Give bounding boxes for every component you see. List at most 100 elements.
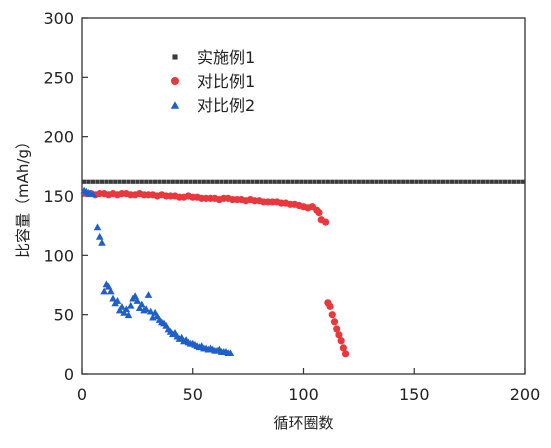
series-2 (82, 190, 350, 358)
data-point (192, 179, 198, 184)
data-point (339, 179, 344, 184)
data-point (139, 179, 144, 184)
data-point (387, 179, 392, 184)
x-tick-label: 0 (77, 385, 87, 404)
legend-label: 对比例1 (197, 72, 255, 91)
data-point (175, 179, 180, 184)
data-point (316, 179, 322, 184)
data-point (365, 179, 370, 184)
data-point (133, 297, 142, 304)
data-point (467, 179, 472, 184)
data-point (432, 179, 437, 184)
data-point (82, 179, 87, 184)
data-point (179, 179, 184, 184)
data-point (170, 179, 175, 184)
x-tick-label: 100 (288, 385, 319, 404)
data-point (122, 305, 131, 313)
data-point (215, 179, 220, 184)
data-point (347, 179, 353, 184)
data-point (335, 331, 343, 339)
data-point (343, 179, 348, 184)
data-point (409, 179, 415, 184)
data-point (507, 179, 512, 184)
legend-marker (172, 54, 178, 60)
data-point (330, 179, 335, 184)
x-tick-label: 50 (183, 385, 203, 404)
data-point (303, 179, 308, 184)
data-point (197, 179, 202, 184)
data-point (126, 301, 135, 309)
data-point (144, 179, 149, 184)
data-point (370, 179, 375, 184)
data-point (144, 291, 153, 298)
data-point (281, 179, 286, 184)
data-point (485, 179, 490, 184)
data-point (126, 179, 131, 184)
data-point (341, 350, 350, 358)
data-point (117, 179, 122, 184)
data-point (326, 302, 334, 310)
data-point (378, 179, 384, 184)
data-point (201, 179, 206, 184)
data-point (263, 179, 268, 184)
data-point (104, 282, 113, 290)
data-point (228, 179, 233, 184)
y-tick-label: 300 (43, 9, 74, 28)
data-point (254, 179, 260, 184)
data-point (115, 306, 124, 314)
data-point (476, 179, 481, 184)
data-point (325, 179, 330, 184)
data-point (333, 325, 341, 333)
series-1 (82, 179, 525, 184)
data-point (99, 179, 105, 184)
data-point (471, 179, 477, 184)
data-point (118, 302, 126, 310)
data-point (153, 179, 158, 184)
legend-label: 对比例2 (197, 96, 255, 115)
data-point (328, 311, 336, 319)
data-point (436, 179, 441, 184)
data-point (206, 179, 211, 184)
data-point (124, 311, 133, 319)
data-point (312, 179, 317, 184)
data-point (445, 179, 450, 184)
data-point (184, 179, 189, 184)
data-point (374, 179, 379, 184)
data-point (449, 179, 454, 184)
data-point (268, 179, 273, 184)
x-tick-label: 150 (399, 385, 430, 404)
data-point (108, 179, 113, 184)
x-axis-title: 循环圈数 (273, 414, 333, 432)
y-tick-label: 100 (43, 246, 74, 265)
data-point (315, 209, 323, 217)
data-point (392, 179, 397, 184)
data-point (95, 179, 100, 184)
data-point (440, 179, 446, 184)
data-point (98, 238, 106, 246)
data-point (516, 179, 521, 184)
data-point (356, 179, 361, 184)
data-point (241, 179, 246, 184)
data-point (396, 179, 401, 184)
legend: 实施例1 对比例1 对比例2 (170, 48, 255, 115)
data-point (299, 179, 304, 184)
data-point (520, 179, 525, 184)
data-point (423, 179, 428, 184)
data-point (135, 179, 140, 184)
data-point (322, 218, 330, 226)
data-point (427, 179, 432, 184)
series-3 (80, 186, 235, 357)
y-tick-label: 200 (43, 128, 74, 147)
data-point (166, 179, 171, 184)
data-point (361, 179, 366, 184)
data-point (138, 300, 146, 308)
data-point (157, 179, 162, 184)
data-point (480, 179, 485, 184)
data-point (489, 179, 494, 184)
data-point (498, 179, 503, 184)
data-point (334, 179, 339, 184)
data-point (100, 287, 108, 295)
legend-label: 实施例1 (197, 48, 255, 67)
data-point (95, 232, 104, 240)
